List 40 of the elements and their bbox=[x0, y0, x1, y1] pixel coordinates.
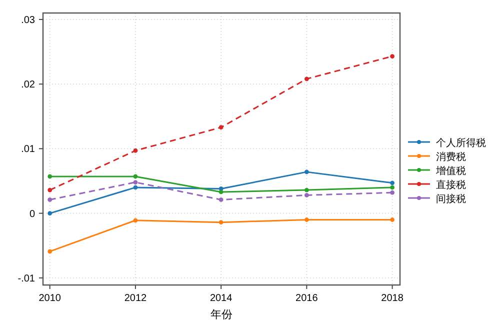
point bbox=[48, 249, 52, 254]
x-tick-label: 2012 bbox=[124, 293, 148, 304]
legend-label: 间接税 bbox=[436, 193, 466, 205]
legend-label: 增值税 bbox=[435, 165, 466, 177]
point bbox=[390, 185, 394, 190]
point bbox=[304, 76, 309, 82]
legend-label: 个人所得税 bbox=[436, 137, 486, 149]
point bbox=[133, 174, 138, 179]
legend-label: 直接税 bbox=[436, 179, 466, 191]
point bbox=[48, 211, 52, 216]
point bbox=[133, 185, 138, 190]
point bbox=[304, 218, 309, 222]
x-tick-label: 2016 bbox=[296, 293, 318, 304]
point bbox=[48, 198, 52, 202]
point bbox=[304, 192, 309, 198]
legend-label: 消费税 bbox=[436, 151, 466, 163]
y-tick-label: .01 bbox=[21, 144, 36, 156]
y-tick-label: .03 bbox=[21, 14, 36, 26]
point bbox=[48, 188, 52, 192]
y-tick-label: -.01 bbox=[18, 273, 36, 284]
x-tick-label: 2018 bbox=[381, 293, 404, 304]
point bbox=[390, 180, 394, 186]
x-tick-label: 2014 bbox=[210, 293, 233, 304]
point bbox=[390, 218, 394, 222]
point bbox=[390, 190, 394, 195]
point bbox=[218, 190, 224, 194]
y-tick-label: 0 bbox=[29, 208, 36, 220]
point bbox=[304, 188, 309, 192]
y-tick-label: .02 bbox=[21, 80, 36, 91]
point bbox=[304, 170, 309, 174]
point bbox=[133, 180, 138, 184]
point bbox=[390, 54, 394, 58]
x-axis-title: 年份 bbox=[210, 309, 232, 321]
x-tick-label: 2010 bbox=[38, 293, 62, 304]
point bbox=[218, 125, 224, 130]
point bbox=[218, 220, 224, 225]
point bbox=[133, 218, 138, 223]
point bbox=[133, 148, 138, 153]
point bbox=[48, 174, 52, 179]
point bbox=[218, 198, 224, 202]
